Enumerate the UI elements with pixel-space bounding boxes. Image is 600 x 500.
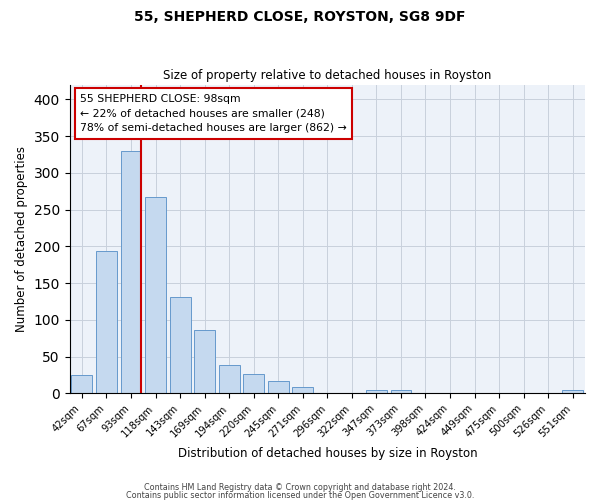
Bar (219, 366, 239, 394)
Bar (96, 252, 117, 394)
Bar (562, 390, 583, 394)
Bar (268, 381, 289, 394)
Bar (243, 374, 264, 394)
X-axis label: Distribution of detached houses by size in Royston: Distribution of detached houses by size … (178, 447, 477, 460)
Bar (292, 388, 313, 394)
Text: Contains HM Land Registry data © Crown copyright and database right 2024.: Contains HM Land Registry data © Crown c… (144, 484, 456, 492)
Bar (366, 390, 387, 394)
Text: 55 SHEPHERD CLOSE: 98sqm
← 22% of detached houses are smaller (248)
78% of semi-: 55 SHEPHERD CLOSE: 98sqm ← 22% of detach… (80, 94, 347, 134)
Title: Size of property relative to detached houses in Royston: Size of property relative to detached ho… (163, 69, 491, 82)
Y-axis label: Number of detached properties: Number of detached properties (15, 146, 28, 332)
Bar (71, 375, 92, 394)
Bar (121, 150, 142, 394)
Bar (391, 390, 412, 394)
Bar (145, 197, 166, 394)
Text: Contains public sector information licensed under the Open Government Licence v3: Contains public sector information licen… (126, 490, 474, 500)
Text: 55, SHEPHERD CLOSE, ROYSTON, SG8 9DF: 55, SHEPHERD CLOSE, ROYSTON, SG8 9DF (134, 10, 466, 24)
Bar (194, 330, 215, 394)
Bar (170, 297, 191, 394)
